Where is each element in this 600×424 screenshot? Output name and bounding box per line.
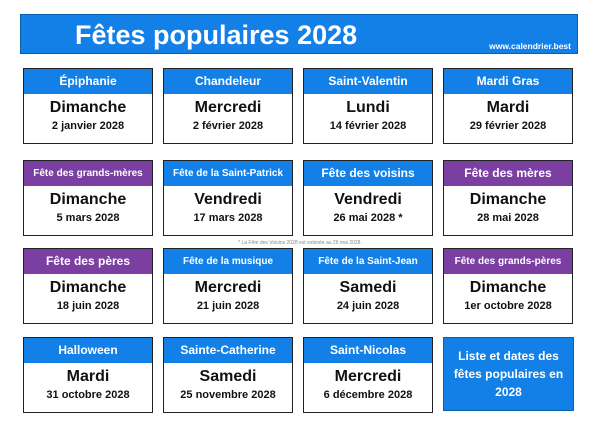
event-date: 18 juin 2028 — [56, 300, 120, 312]
event-weekday: Lundi — [346, 99, 390, 116]
event-date: 21 juin 2028 — [196, 300, 260, 312]
event-date: 1er octobre 2028 — [464, 300, 552, 312]
event-weekday: Mardi — [66, 368, 110, 385]
event-card-saint-valentin: Saint-Valentin Lundi 14 février 2028 — [303, 68, 433, 144]
event-card-fete-des-grands-peres: Fête des grands-pères Dimanche 1er octob… — [443, 248, 573, 324]
event-date: 26 mai 2028 * — [333, 212, 403, 224]
event-name: Fête des grands-pères — [444, 249, 572, 274]
event-weekday: Mercredi — [194, 279, 262, 296]
event-weekday: Samedi — [199, 368, 257, 385]
event-card-fete-de-la-musique: Fête de la musique Mercredi 21 juin 2028 — [163, 248, 293, 324]
event-weekday: Mercredi — [194, 99, 262, 116]
event-weekday: Vendredi — [334, 191, 402, 208]
event-name: Fête des pères — [24, 249, 152, 274]
event-name: Épiphanie — [24, 69, 152, 94]
event-card-saint-jean: Fête de la Saint-Jean Samedi 24 juin 202… — [303, 248, 433, 324]
event-card-fete-des-grands-meres: Fête des grands-mères Dimanche 5 mars 20… — [23, 160, 153, 236]
event-weekday: Dimanche — [49, 99, 127, 116]
website-link[interactable]: www.calendrier.best — [489, 41, 571, 51]
event-name: Fête des mères — [444, 161, 572, 186]
event-name: Sainte-Catherine — [164, 338, 292, 363]
event-date: 25 novembre 2028 — [180, 389, 276, 401]
event-name: Chandeleur — [164, 69, 292, 94]
event-date: 2 janvier 2028 — [51, 120, 125, 132]
event-date: 5 mars 2028 — [56, 212, 120, 224]
event-card-saint-nicolas: Saint-Nicolas Mercredi 6 décembre 2028 — [303, 337, 433, 413]
event-date: 31 octobre 2028 — [46, 389, 130, 401]
event-date: 14 février 2028 — [329, 120, 407, 132]
event-name: Mardi Gras — [444, 69, 572, 94]
event-weekday: Samedi — [339, 279, 397, 296]
event-card-halloween: Halloween Mardi 31 octobre 2028 — [23, 337, 153, 413]
info-box: Liste et dates des fêtes populaires en 2… — [443, 337, 574, 411]
event-date: 29 février 2028 — [469, 120, 547, 132]
event-weekday: Dimanche — [469, 191, 547, 208]
event-name: Fête de la Saint-Patrick — [164, 161, 292, 186]
event-name: Saint-Nicolas — [304, 338, 432, 363]
event-name: Halloween — [24, 338, 152, 363]
event-card-saint-patrick: Fête de la Saint-Patrick Vendredi 17 mar… — [163, 160, 293, 236]
event-date: 2 février 2028 — [192, 120, 264, 132]
footnote: * La Fête des Voisins 2028 est estimée a… — [238, 240, 362, 246]
event-name: Fête de la Saint-Jean — [304, 249, 432, 274]
event-date: 24 juin 2028 — [336, 300, 400, 312]
event-date: 6 décembre 2028 — [323, 389, 413, 401]
event-weekday: Mercredi — [334, 368, 402, 385]
page-header: Fêtes populaires 2028 www.calendrier.bes… — [20, 14, 578, 54]
event-card-mardi-gras: Mardi Gras Mardi 29 février 2028 — [443, 68, 573, 144]
event-card-epiphanie: Épiphanie Dimanche 2 janvier 2028 — [23, 68, 153, 144]
event-weekday: Dimanche — [49, 279, 127, 296]
event-name: Fête des voisins — [304, 161, 432, 186]
event-name: Fête des grands-mères — [24, 161, 152, 186]
event-card-fete-des-voisins: Fête des voisins Vendredi 26 mai 2028 * — [303, 160, 433, 236]
event-card-fete-des-peres: Fête des pères Dimanche 18 juin 2028 — [23, 248, 153, 324]
event-card-fete-des-meres: Fête des mères Dimanche 28 mai 2028 — [443, 160, 573, 236]
event-card-chandeleur: Chandeleur Mercredi 2 février 2028 — [163, 68, 293, 144]
event-name: Saint-Valentin — [304, 69, 432, 94]
event-date: 28 mai 2028 — [477, 212, 539, 224]
event-weekday: Dimanche — [49, 191, 127, 208]
event-card-sainte-catherine: Sainte-Catherine Samedi 25 novembre 2028 — [163, 337, 293, 413]
event-date: 17 mars 2028 — [193, 212, 263, 224]
event-name: Fête de la musique — [164, 249, 292, 274]
event-weekday: Vendredi — [194, 191, 262, 208]
event-weekday: Dimanche — [469, 279, 547, 296]
event-weekday: Mardi — [486, 99, 530, 116]
page-title: Fêtes populaires 2028 — [75, 20, 358, 50]
